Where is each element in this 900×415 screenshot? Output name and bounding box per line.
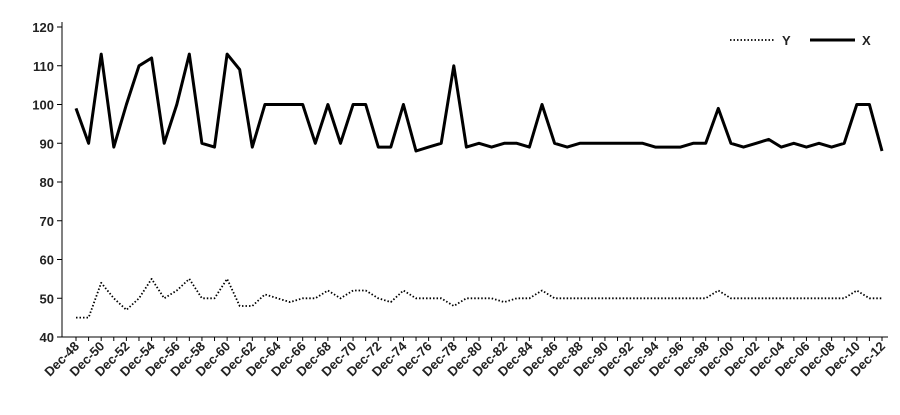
y-tick-label: 60 xyxy=(40,253,54,268)
y-tick-label: 100 xyxy=(32,98,54,113)
y-tick-label: 90 xyxy=(40,136,54,151)
y-tick-label: 120 xyxy=(32,20,54,35)
legend-label: X xyxy=(862,33,871,48)
series-line xyxy=(74,52,884,153)
y-tick-label: 50 xyxy=(40,291,54,306)
y-tick-label: 70 xyxy=(40,214,54,229)
series-line xyxy=(76,278,882,319)
y-tick-label: 40 xyxy=(40,330,54,345)
y-tick-label: 110 xyxy=(33,59,54,74)
legend-label: Y xyxy=(782,33,791,48)
y-tick-label: 80 xyxy=(40,175,54,190)
